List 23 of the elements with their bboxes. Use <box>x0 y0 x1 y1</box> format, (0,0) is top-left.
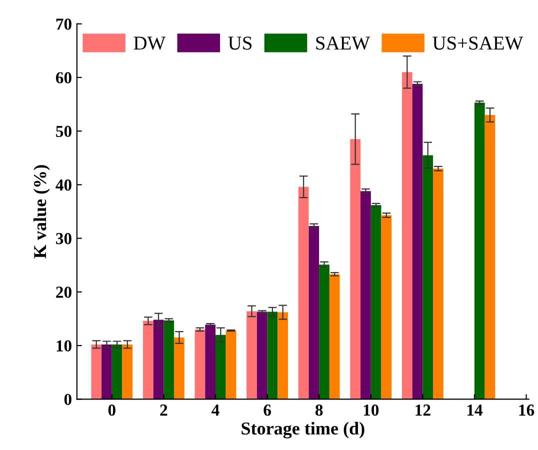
x-tick-label: 10 <box>364 404 379 416</box>
legend-label: US+SAEW <box>432 36 524 50</box>
y-tick-label: 0 <box>64 394 72 406</box>
legend-label: SAEW <box>316 36 370 50</box>
y-tick-label: 10 <box>56 340 72 352</box>
x-tick-label: 2 <box>160 404 168 416</box>
x-tick-label: 6 <box>264 404 271 416</box>
x-tick-label: 14 <box>467 404 482 416</box>
y-tick-label: 50 <box>56 126 72 138</box>
y-axis-title: K value (%) <box>33 165 50 258</box>
y-tick-label: 70 <box>56 18 72 30</box>
y-tick-label: 30 <box>56 233 72 244</box>
legend-label: US <box>228 36 252 50</box>
x-tick-label: 12 <box>416 404 430 416</box>
x-tick-label: 0 <box>108 404 116 416</box>
y-tick-label: 20 <box>56 286 72 298</box>
legend-label: DW <box>134 36 166 50</box>
y-tick-label: 60 <box>56 72 72 84</box>
x-axis-title: Storage time (d) <box>242 422 364 438</box>
x-tick-label: 8 <box>315 404 323 416</box>
x-tick-label: 16 <box>519 404 534 416</box>
x-tick-label: 4 <box>212 404 220 416</box>
y-tick-label: 40 <box>56 179 72 191</box>
